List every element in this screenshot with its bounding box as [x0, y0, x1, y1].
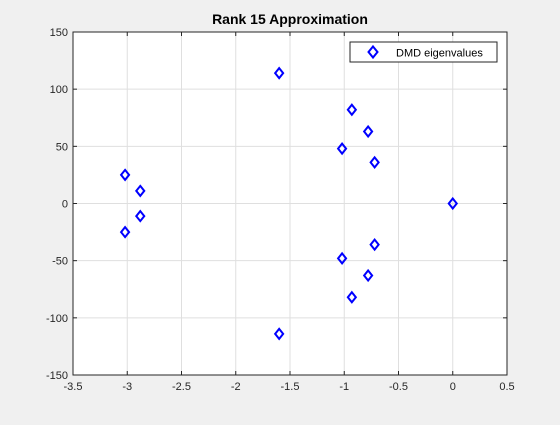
- data-point-diamond: [273, 327, 285, 341]
- data-point-diamond: [134, 184, 146, 198]
- legend-label: DMD eigenvalues: [396, 48, 483, 60]
- data-point-diamond: [447, 196, 459, 211]
- legend-diamond-icon: [367, 44, 379, 60]
- x-tick-label: -3.5: [64, 381, 83, 393]
- data-point-diamond: [273, 66, 285, 80]
- data-point-diamond: [134, 209, 146, 223]
- y-tick-label: 50: [56, 141, 68, 153]
- data-point-diamond: [119, 168, 131, 182]
- data-point-diamond: [336, 251, 348, 265]
- data-point-diamond: [362, 124, 374, 139]
- y-tick-label: -100: [46, 313, 68, 325]
- x-tick-label: -0.5: [389, 381, 408, 393]
- legend-box: [349, 41, 498, 63]
- x-tick-label: 0: [450, 381, 456, 393]
- y-tick-label: -50: [52, 256, 68, 268]
- x-tick-label: -2: [231, 381, 241, 393]
- data-point-diamond: [369, 155, 380, 169]
- x-tick-label: -1.5: [281, 381, 300, 393]
- y-tick-label: 100: [50, 84, 68, 96]
- data-point-diamond: [346, 103, 358, 117]
- data-points: [119, 66, 459, 341]
- y-tick-label: 0: [62, 199, 68, 211]
- chart-title: Rank 15 Approximation: [212, 11, 368, 27]
- data-point-diamond: [346, 290, 358, 304]
- x-tick-label: -3: [122, 381, 132, 393]
- y-tick-label: 150: [50, 27, 68, 39]
- data-point-diamond: [369, 238, 380, 252]
- y-axis-ticks: -150 -100 -50 0 50 100 150: [46, 27, 507, 382]
- data-point-diamond: [119, 225, 131, 239]
- x-axis-ticks: -3.5 -3 -2.5 -2 -1.5 -1 -0.5 0 0.5: [64, 32, 515, 393]
- y-tick-label: -150: [46, 370, 68, 382]
- x-tick-label: 0.5: [499, 381, 514, 393]
- x-tick-label: -2.5: [172, 381, 191, 393]
- data-point-diamond: [362, 268, 374, 283]
- legend: DMD eigenvalues: [349, 41, 498, 63]
- x-tick-label: -1: [339, 381, 349, 393]
- data-point-diamond: [336, 142, 348, 156]
